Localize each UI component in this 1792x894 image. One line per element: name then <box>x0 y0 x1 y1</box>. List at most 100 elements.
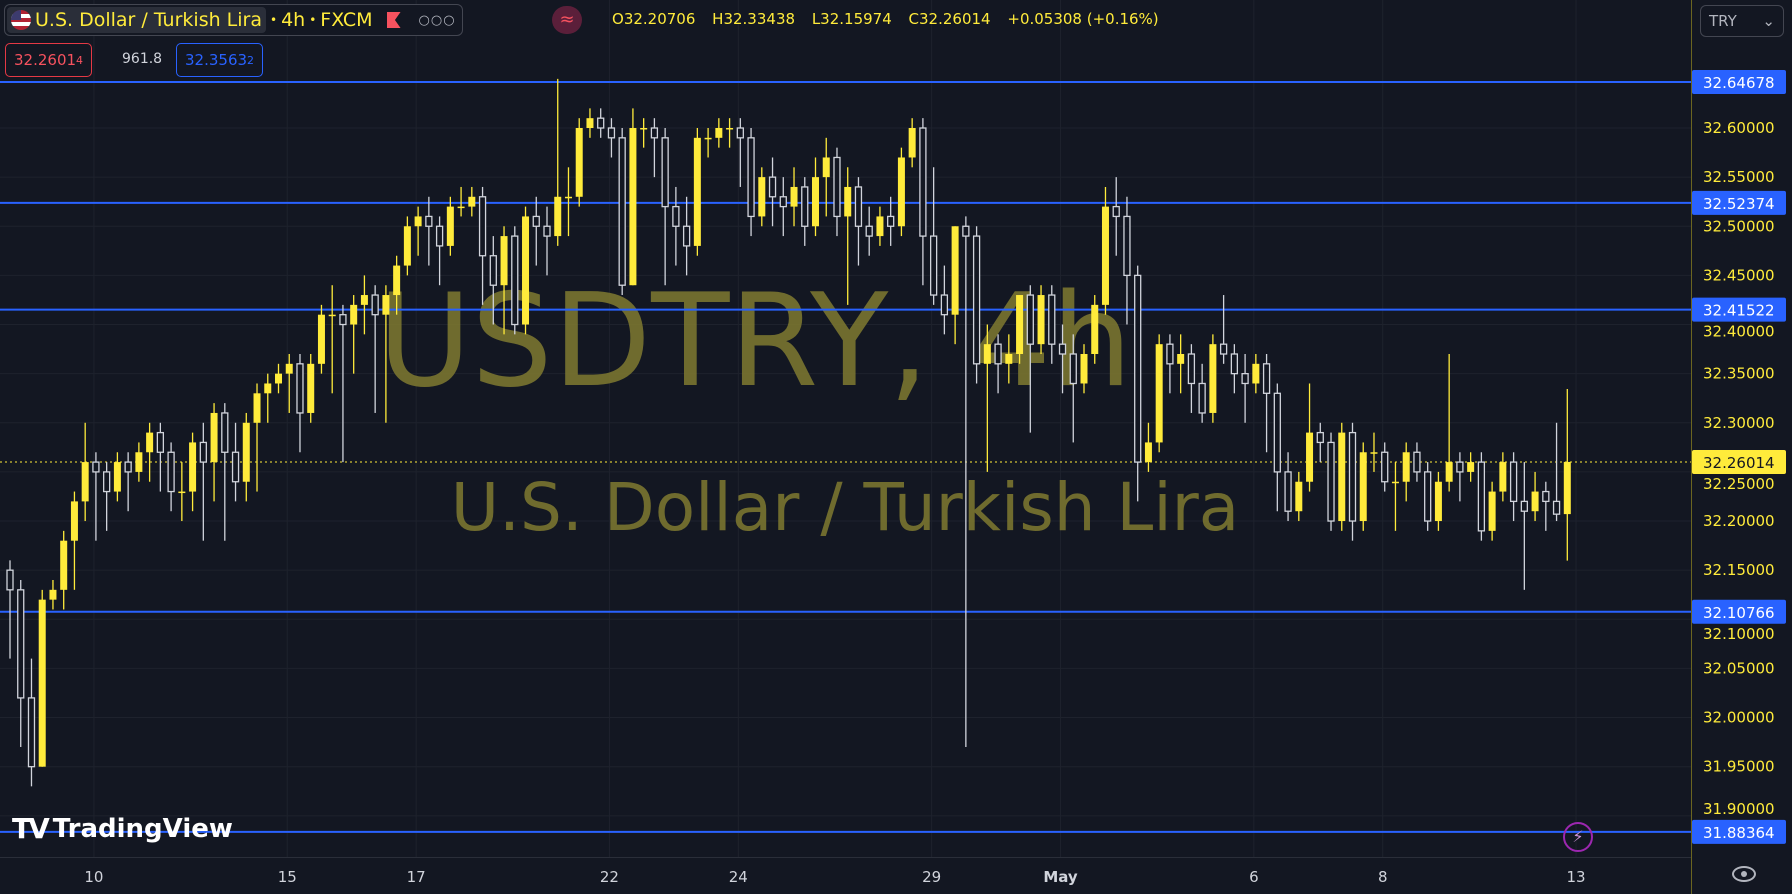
price-line-label-bg <box>1692 297 1786 322</box>
candle-body-up <box>1499 462 1507 492</box>
candle-body-up <box>715 128 723 138</box>
time-axis[interactable]: 10 15 17 22 24 29 May 6 8 13 <box>0 857 1691 887</box>
candle-body-down <box>1026 294 1034 345</box>
price-axis[interactable]: 31.90000 31.95000 32.00000 32.05000 32.10000… <box>1691 0 1792 894</box>
candle-body-up <box>81 462 89 502</box>
candle-body-down <box>221 412 229 453</box>
candle-body-up <box>629 128 637 286</box>
candle-body-up <box>1338 432 1346 522</box>
candle-body-up <box>1359 452 1367 522</box>
price-line-label-bg <box>1692 190 1786 215</box>
interval-label[interactable]: 4h <box>281 9 306 31</box>
candle-body-down <box>1424 471 1432 522</box>
price-tick-label: 32.55000 <box>1703 168 1775 186</box>
more-icon[interactable]: ○○○ <box>418 12 456 28</box>
candle-body-up <box>1434 481 1442 522</box>
candle-body-down <box>650 127 659 139</box>
candle-body-down <box>801 186 809 227</box>
grid <box>0 0 1691 857</box>
candle-body-up <box>1155 344 1163 443</box>
candle-body-down <box>607 127 616 139</box>
candle-body-down <box>833 156 841 218</box>
time-tick-label: 13 <box>1566 868 1585 886</box>
price-line-label: 31.88364 <box>1703 824 1775 842</box>
price-line-label: 32.41522 <box>1703 302 1775 320</box>
lightning-icon[interactable]: ⚡ <box>1563 822 1593 852</box>
candle-body-down <box>1241 372 1249 385</box>
candle-body-up <box>285 363 293 374</box>
time-tick-label: 17 <box>407 868 426 886</box>
price-tick-label: 32.25000 <box>1703 475 1775 493</box>
time-tick-label: 29 <box>922 868 941 886</box>
candle-body-up <box>446 206 454 246</box>
candle-body-up <box>242 422 250 482</box>
candle-body-up <box>146 432 154 453</box>
price-axis-bg <box>1691 0 1792 894</box>
candle-body-up <box>640 128 648 130</box>
buy-button[interactable]: 32.3563 2 <box>176 43 264 77</box>
time-tick-label: 6 <box>1249 868 1259 886</box>
candle-body-up <box>575 128 583 197</box>
candle-body-up <box>704 137 712 140</box>
price-line-label: 32.10766 <box>1703 604 1775 622</box>
eye-icon[interactable] <box>1732 866 1756 882</box>
candle-body-up <box>897 157 905 227</box>
candle-body-down <box>92 461 100 473</box>
candle-body-up <box>1467 462 1475 472</box>
candle-body-up <box>210 412 218 463</box>
candle-body-up <box>951 226 959 315</box>
price-tick-label: 32.50000 <box>1703 217 1775 235</box>
candle-body-down <box>1327 441 1335 522</box>
candle-body-down <box>156 431 165 453</box>
candle-body-down <box>532 215 540 227</box>
candle-body-down <box>1477 461 1486 532</box>
candle-body-down <box>339 314 347 326</box>
price-line-label: 32.64678 <box>1703 74 1775 92</box>
candle-body-up <box>414 216 422 227</box>
candle-body-up <box>908 128 916 158</box>
candle-body-up <box>1402 452 1410 482</box>
candle-body-down <box>6 569 14 591</box>
candle-body-down <box>1230 353 1239 375</box>
candle-body-down <box>231 451 240 483</box>
price-tick-label: 31.90000 <box>1703 800 1775 818</box>
sell-button[interactable]: 32.2601 4 <box>5 43 93 77</box>
candle-body-up <box>876 216 884 237</box>
symbol-legend[interactable]: U.S. Dollar / Turkish Lira • 4h • FXCM ○… <box>4 4 463 36</box>
candle-body-up <box>1563 461 1571 515</box>
compare-icon[interactable]: ≈ <box>552 6 582 34</box>
candle-body-up <box>1037 295 1045 345</box>
candle-body-down <box>1134 274 1142 463</box>
tv-logo-icon: 𝗧𝗩 <box>12 812 50 845</box>
flag-icon[interactable] <box>386 12 401 28</box>
candle-body-down <box>887 215 895 227</box>
candle-body-down <box>1262 363 1271 394</box>
chevron-down-icon: ⌄ <box>1762 12 1775 30</box>
candle-body-up <box>393 265 401 296</box>
candle-body-up <box>457 206 465 209</box>
watermark-description: U.S. Dollar / Turkish Lira <box>451 469 1240 546</box>
candle-body-down <box>672 205 680 227</box>
candle-body-down <box>1552 500 1561 515</box>
price-tick-label: 31.95000 <box>1703 758 1775 776</box>
candles <box>6 78 1571 787</box>
currency-select[interactable]: TRY ⌄ <box>1700 5 1784 37</box>
separator: • <box>309 13 317 27</box>
candle-body-up <box>1370 452 1378 454</box>
candle-body-up <box>564 196 572 199</box>
open-value: O32.20706 <box>612 10 696 28</box>
tradingview-logo[interactable]: 𝗧𝗩 TradingView <box>12 812 233 845</box>
candle-body-down <box>543 225 551 237</box>
time-tick-label: 8 <box>1378 868 1388 886</box>
candle-body-up <box>1091 304 1099 354</box>
price-tick-label: 32.40000 <box>1703 323 1775 341</box>
candle-body-down <box>682 225 691 247</box>
exchange-label: FXCM <box>320 9 373 31</box>
price-tick-label: 32.30000 <box>1703 414 1775 432</box>
separator: • <box>270 13 278 27</box>
candle-body-down <box>1069 353 1077 385</box>
candle-body-down <box>511 235 519 326</box>
candle-body-down <box>1542 490 1550 503</box>
symbol-title[interactable]: U.S. Dollar / Turkish Lira <box>7 7 266 33</box>
